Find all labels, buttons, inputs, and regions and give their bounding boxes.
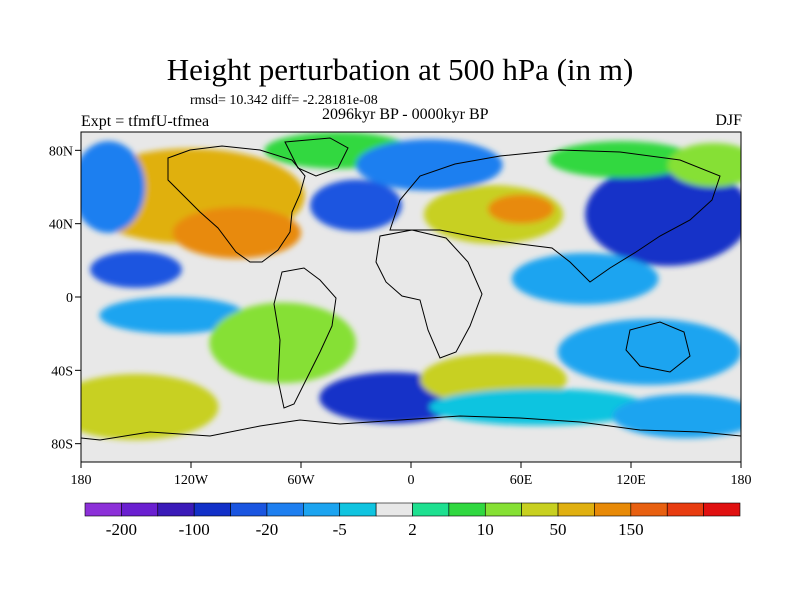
field-region-10: [81, 141, 146, 233]
colorbar-label-7: 150: [618, 520, 644, 539]
colorbar-swatch-15: [630, 502, 668, 517]
colorbar-label-6: 50: [550, 520, 567, 539]
y-tick-label-1: 40N: [49, 218, 73, 233]
x-tick-label-6: 180: [731, 473, 752, 488]
colorbar-swatch-16: [666, 502, 704, 517]
colorbar-label-2: -20: [256, 520, 279, 539]
colorbar-swatch-3: [193, 502, 231, 517]
colorbar-swatch-11: [484, 502, 522, 517]
x-tick-label-4: 60E: [510, 473, 533, 488]
field-region-16: [81, 374, 219, 440]
x-axis-ticks: 180 120W 60W 0 60E 120E 180: [71, 462, 752, 488]
colorbar-swatch-6: [303, 502, 341, 517]
field-region-1: [172, 207, 301, 259]
perturbation-field: [81, 132, 741, 440]
x-tick-label-3: 0: [408, 473, 415, 488]
colorbar: -200 -100 -20 -5 2 10 50 150: [84, 502, 741, 539]
colorbar-swatch-1: [121, 502, 159, 517]
season-label: DJF: [715, 112, 742, 129]
map-panel: 180 120W 60W 0 60E 120E 180 80N 40N 0 40S 80S: [49, 131, 752, 488]
field-region-3: [310, 179, 402, 231]
field-region-6: [488, 194, 554, 224]
field-region-9: [667, 143, 741, 187]
colorbar-swatch-8: [375, 502, 413, 517]
coastline-north-america: [167, 145, 306, 263]
y-tick-label-4: 80S: [51, 438, 73, 453]
colorbar-swatch-2: [157, 502, 195, 517]
colorbar-label-3: -5: [333, 520, 347, 539]
field-region-12: [511, 252, 659, 305]
coastline-antarctica: [81, 415, 741, 441]
field-region-8: [548, 141, 696, 178]
coastline-greenland: [284, 137, 349, 177]
colorbar-swatch-14: [594, 502, 632, 517]
field-region-15: [557, 319, 741, 385]
coastline-eurasia: [389, 149, 721, 283]
coastline-africa: [375, 229, 483, 359]
plot-title: Height perturbation at 500 hPa (in m): [166, 52, 634, 87]
y-tick-label-2: 0: [66, 291, 73, 306]
colorbar-swatch-7: [339, 502, 377, 517]
field-region-19: [429, 388, 650, 426]
field-region-13: [99, 297, 246, 334]
x-tick-label-0: 180: [71, 473, 92, 488]
x-tick-label-2: 60W: [287, 473, 315, 488]
colorbar-swatch-10: [448, 502, 486, 517]
stats-line: rmsd= 10.342 diff= -2.28181e-08: [190, 93, 378, 108]
field-region-4: [356, 139, 503, 191]
field-region-14: [209, 302, 356, 384]
colorbar-swatch-4: [230, 502, 268, 517]
colorbar-swatch-0: [84, 502, 122, 517]
colorbar-label-1: -100: [179, 520, 210, 539]
colorbar-swatch-12: [521, 502, 559, 517]
field-region-20: [612, 394, 741, 439]
colorbar-label-0: -200: [106, 520, 137, 539]
experiment-label: Expt = tfmfU-tfmea: [81, 113, 210, 130]
coastline-australia: [625, 321, 691, 373]
colorbar-swatch-9: [412, 502, 450, 517]
field-region-11: [90, 251, 182, 288]
period-label: 2096kyr BP - 0000kyr BP: [322, 106, 489, 123]
coastline-south-america: [273, 267, 337, 409]
colorbar-label-4: 2: [408, 520, 417, 539]
colorbar-swatch-13: [557, 502, 595, 517]
x-tick-label-5: 120E: [616, 473, 646, 488]
colorbar-swatch-5: [266, 502, 304, 517]
x-tick-label-1: 120W: [174, 473, 209, 488]
colorbar-label-5: 10: [477, 520, 494, 539]
coastlines: [81, 137, 741, 441]
y-axis-ticks: 80N 40N 0 40S 80S: [49, 144, 81, 453]
colorbar-swatch-17: [703, 502, 741, 517]
y-tick-label-0: 80N: [49, 144, 73, 159]
y-tick-label-3: 40S: [51, 364, 73, 379]
field-region-7: [585, 163, 741, 266]
